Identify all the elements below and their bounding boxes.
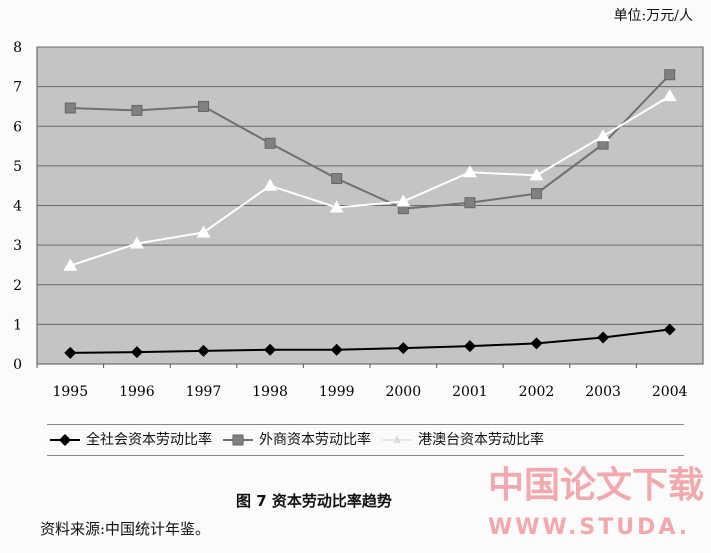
- legend-item: 外商资本劳动比率: [220, 432, 371, 448]
- data-point-triangle: [196, 225, 211, 238]
- x-tick-label: 1996: [119, 384, 155, 400]
- legend: 全社会资本劳动比率 外商资本劳动比率 港澳台资本劳动比率: [47, 424, 684, 456]
- data-point-diamond: [463, 340, 476, 353]
- legend-marker-square-icon: [223, 434, 253, 446]
- x-tick-label: 2003: [585, 384, 621, 400]
- series-diamond: [64, 323, 676, 359]
- data-point-diamond: [64, 346, 77, 359]
- series-line: [69, 95, 671, 267]
- legend-item: 港澳台资本劳动比率: [379, 432, 544, 448]
- x-tick-label: 2000: [385, 384, 421, 400]
- data-point-square: [331, 173, 343, 185]
- data-point-diamond: [130, 346, 143, 359]
- data-point-triangle: [529, 168, 544, 181]
- watermark-text: 中国论文下载: [488, 465, 705, 506]
- x-tick-label: 1997: [186, 384, 222, 400]
- source-note: 资料来源:中国统计年鉴。: [40, 520, 211, 538]
- data-point-triangle: [596, 129, 611, 142]
- data-point-square: [64, 102, 76, 114]
- data-point-diamond: [264, 343, 277, 356]
- data-point-square: [464, 197, 476, 209]
- data-point-triangle: [662, 89, 677, 102]
- x-tick-label: 2002: [519, 384, 555, 400]
- data-point-triangle: [63, 258, 78, 271]
- figure-caption: 图 7 资本劳动比率趋势: [236, 492, 392, 510]
- y-tick-label: 0: [13, 357, 22, 373]
- x-tick-label: 1998: [252, 384, 288, 400]
- y-tick-label: 5: [13, 159, 22, 175]
- data-point-square: [198, 100, 209, 112]
- data-point-square: [664, 69, 676, 81]
- data-point-square: [131, 104, 143, 116]
- data-point-triangle: [329, 200, 344, 213]
- unit-label: 单位:万元/人: [613, 8, 693, 24]
- watermark-url: WWW.STUDA.: [488, 515, 691, 540]
- data-point-diamond: [397, 342, 410, 355]
- legend-label: 全社会资本劳动比率: [86, 432, 212, 448]
- legend-label: 港澳台资本劳动比率: [418, 432, 544, 448]
- legend-label: 外商资本劳动比率: [259, 432, 371, 448]
- legend-marker: [232, 434, 244, 446]
- data-point-triangle: [462, 165, 477, 178]
- y-tick-label: 3: [13, 238, 22, 254]
- x-tick-label: 1995: [52, 384, 88, 400]
- y-tick-label: 1: [13, 317, 22, 333]
- legend-marker-triangle-icon: [382, 435, 412, 443]
- data-point-square: [531, 188, 542, 200]
- series-square: [64, 69, 676, 215]
- legend-item: 全社会资本劳动比率: [47, 432, 212, 448]
- data-point-triangle: [396, 194, 411, 207]
- data-point-triangle: [129, 236, 144, 249]
- x-tick-label: 2004: [652, 384, 688, 400]
- y-tick-label: 4: [13, 199, 22, 215]
- data-point-diamond: [530, 337, 543, 350]
- y-tick-label: 6: [13, 119, 22, 135]
- y-tick-label: 7: [13, 80, 22, 96]
- data-point-diamond: [197, 344, 210, 357]
- y-tick-label: 2: [13, 278, 22, 294]
- data-point-diamond: [597, 331, 610, 344]
- series-line: [70, 328, 670, 354]
- y-tick-label: 8: [13, 40, 22, 56]
- data-point-diamond: [663, 323, 676, 336]
- data-point-triangle: [263, 178, 278, 191]
- x-tick-label: 1999: [319, 384, 355, 400]
- data-point-square: [264, 137, 276, 149]
- line-chart: 0 1 2 3 4 5 6 7 8 1995 1996 1997 1998 1999 2000 2001 200…: [13, 40, 704, 400]
- series-line: [70, 74, 671, 210]
- data-point-diamond: [330, 343, 343, 356]
- legend-marker-diamond-icon: [50, 434, 80, 446]
- x-tick-label: 2001: [452, 384, 488, 400]
- series-triangle: [63, 89, 677, 271]
- legend-marker: [393, 435, 401, 443]
- legend-marker: [59, 434, 71, 446]
